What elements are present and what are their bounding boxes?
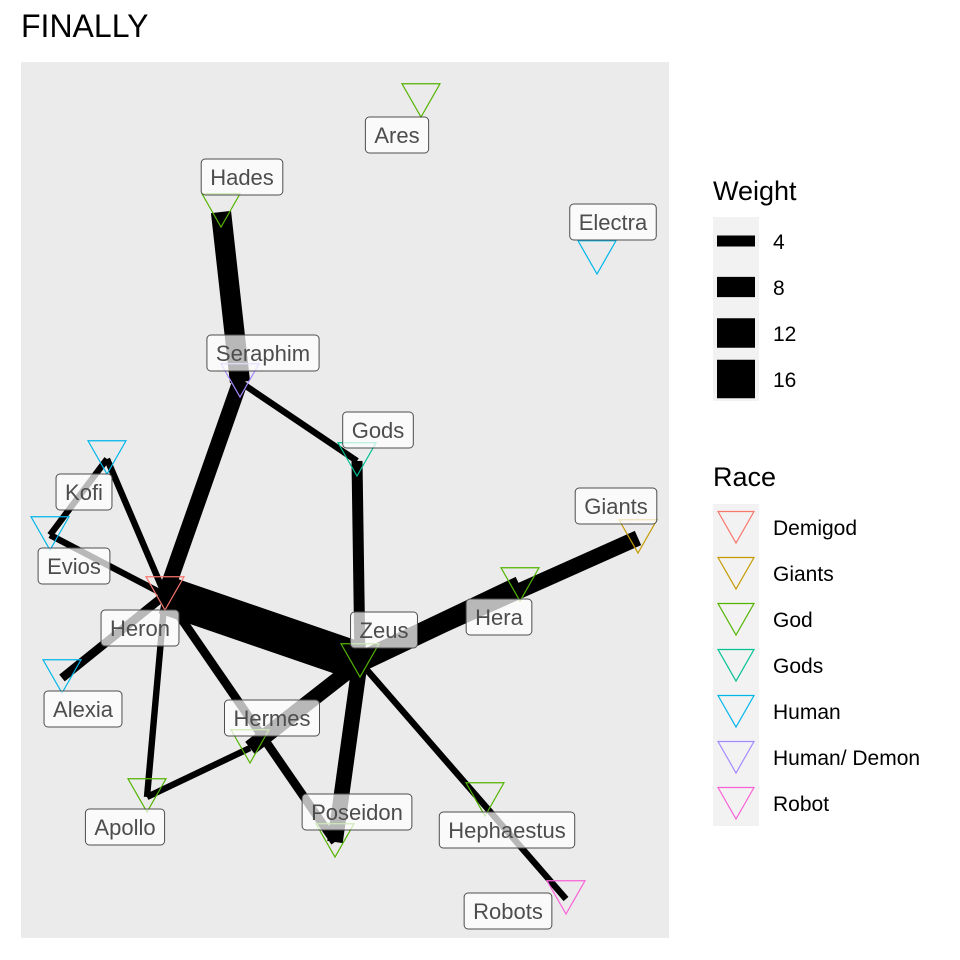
label-text: Heron [110,616,170,641]
label-box [463,892,553,930]
label-box [100,609,180,647]
edge-kofi-heron [104,457,168,597]
label-text: Poseidon [311,800,403,825]
node-robots [545,880,587,916]
weight-legend-title: Weight [713,176,797,206]
label-text: Hermes [233,706,310,731]
label-text: Robots [473,899,543,924]
label-box [342,411,414,449]
label-box [465,598,533,636]
label-giants: Giants [574,487,658,525]
label-zeus: Zeus [350,611,418,649]
label-text: Evios [47,554,101,579]
label-text: Gods [352,418,405,443]
edge-zeus-robots [357,659,569,902]
label-box [569,203,657,241]
label-text: Apollo [94,815,155,840]
label-box [350,611,418,649]
weight-label-12: 12 [773,323,796,346]
edge-seraphim-heron [157,379,248,598]
label-box [43,690,123,728]
label-box [301,793,413,831]
node-heron [144,576,186,612]
label-box [223,699,321,737]
label-hephaestus: Hephaestus [438,811,576,849]
race-key-gods [716,648,756,683]
node-hephaestus [464,782,506,818]
race-label-gods: Gods [773,655,823,678]
label-box [37,547,111,585]
edge-heron-zeus [158,576,367,681]
label-box [438,811,576,849]
race-label-god: God [773,609,813,632]
label-box [200,158,284,196]
race-legend-keys-bg [713,504,759,826]
label-text: Hephaestus [448,818,565,843]
label-box [574,487,658,525]
label-gods: Gods [342,411,414,449]
label-alexia: Alexia [43,690,123,728]
label-robots: Robots [463,892,553,930]
label-text: Giants [584,494,648,519]
race-key-human-demon [716,740,756,775]
label-hera: Hera [465,598,533,636]
label-box [55,473,113,511]
race-key-human [716,694,756,729]
labels-layer: Ares Hades Electra Seraphim Gods Kofi Giants Ev… [37,116,658,930]
node-hera [499,567,541,603]
label-text: Kofi [65,480,103,505]
label-text: Zeus [360,618,409,643]
node-ares [400,83,442,119]
label-box [206,334,320,372]
label-hermes: Hermes [223,699,321,737]
label-heron: Heron [100,609,180,647]
race-key-god [716,602,756,637]
label-text: Ares [374,123,419,148]
race-label-giants: Giants [773,563,834,586]
node-kofi [86,440,128,476]
race-label-human-demon: Human/ Demon [773,747,920,770]
race-label-demigod: Demigod [773,517,857,540]
race-key-giants [716,556,756,591]
label-text: Seraphim [216,341,310,366]
weight-label-4: 4 [773,231,785,254]
label-evios: Evios [37,547,111,585]
label-hades: Hades [200,158,284,196]
label-apollo: Apollo [84,808,166,846]
edge-hermes-apollo [145,745,252,800]
node-apollo [126,778,168,814]
race-legend: Race Demigod Giants God Gods Human Human/ Dem… [713,462,920,826]
race-legend-title: Race [713,462,776,492]
label-text: Electra [579,210,648,235]
race-label-robot: Robot [773,793,829,816]
label-seraphim: Seraphim [206,334,320,372]
node-electra [576,240,618,276]
node-alexia [41,659,83,695]
weight-label-8: 8 [773,277,785,300]
label-ares: Ares [364,116,430,154]
label-text: Hades [210,165,274,190]
label-text: Alexia [53,697,114,722]
label-kofi: Kofi [55,473,113,511]
label-box [364,116,430,154]
label-box [84,808,166,846]
label-electra: Electra [569,203,657,241]
race-label-human: Human [773,701,841,724]
plot-title: FINALLY [21,8,149,44]
label-poseidon: Poseidon [301,793,413,831]
race-key-robot [716,786,756,821]
race-key-demigod [716,510,756,545]
node-evios [29,516,71,552]
weight-label-16: 16 [773,369,796,392]
edge-seraphim-gods [238,379,359,464]
label-text: Hera [475,605,523,630]
weight-legend: Weight 4 8 12 16 [713,176,797,401]
